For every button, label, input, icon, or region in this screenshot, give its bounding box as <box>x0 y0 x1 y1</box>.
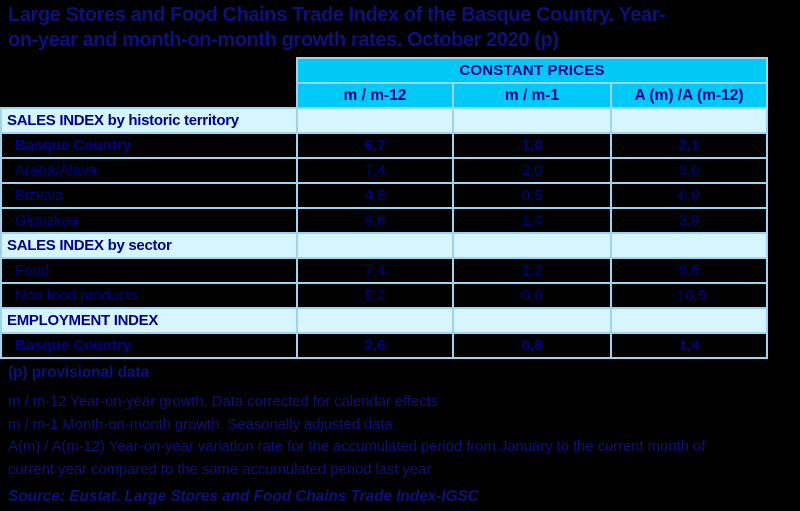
footnote-provisional: (p) provisional data <box>8 364 149 381</box>
empty-cell <box>452 232 612 259</box>
col-header-m-m1: m / m-1 <box>452 82 612 109</box>
row-label: Food <box>0 257 298 284</box>
value-cell: -10,5 <box>610 282 768 309</box>
value-cell: 0,9 <box>610 182 768 209</box>
empty-cell <box>452 107 612 134</box>
value-cell: 1,4 <box>610 332 768 359</box>
footnotes: (p) provisional data m / m-12 Year-on-ye… <box>8 364 770 506</box>
value-cell: 2,1 <box>610 132 768 159</box>
value-cell: 1,4 <box>452 207 612 234</box>
page-title-line1: Large Stores and Food Chains Trade Index… <box>8 4 666 26</box>
source-line: Source: Eustat. Large Stores and Food Ch… <box>8 488 479 505</box>
row-label: Basque Country <box>0 132 298 159</box>
row-label: Basque Country <box>0 332 298 359</box>
section-row-sales-sector: SALES INDEX by sector <box>0 232 768 259</box>
value-cell: 9,6 <box>296 207 454 234</box>
data-row-employment-basque-country: Basque Country 2,6 0,8 1,4 <box>0 332 768 359</box>
group-header-constant-prices: CONSTANT PRICES <box>296 57 768 84</box>
footnote-m-m1: m / m-1 Month-on-month growth. Seasonall… <box>8 415 393 433</box>
empty-cell <box>452 307 612 334</box>
empty-cell <box>610 107 768 134</box>
section-row-employment: EMPLOYMENT INDEX <box>0 307 768 334</box>
empty-cell <box>296 232 454 259</box>
value-cell: 2,6 <box>296 332 454 359</box>
value-cell: 3,0 <box>610 157 768 184</box>
value-cell: 1,0 <box>452 132 612 159</box>
page-title: Large Stores and Food Chains Trade Index… <box>8 3 666 53</box>
value-cell: 0,6 <box>452 282 612 309</box>
data-row-food: Food 7,4 1,2 8,6 <box>0 257 768 284</box>
value-cell: 0,5 <box>452 182 612 209</box>
row-label: Non food products <box>0 282 298 309</box>
value-cell: 6,7 <box>296 132 454 159</box>
value-cell: 3,9 <box>610 207 768 234</box>
empty-cell <box>296 307 454 334</box>
value-cell: 8,6 <box>610 257 768 284</box>
data-row-araba-alava: Araba/Álava 7,4 2,0 3,0 <box>0 157 768 184</box>
value-cell: 2,0 <box>452 157 612 184</box>
data-row-non-food: Non food products 5,2 0,6 -10,5 <box>0 282 768 309</box>
value-cell: 7,4 <box>296 157 454 184</box>
footnote-accumulated: A(m) / A(m-12) Year-on-year variation ra… <box>8 438 706 478</box>
col-header-m-m12: m / m-12 <box>296 82 454 109</box>
row-label: Bizkaia <box>0 182 298 209</box>
empty-cell <box>610 307 768 334</box>
value-cell: 0,8 <box>452 332 612 359</box>
footnote-m-m12: m / m-12 Year-on-year growth. Data corre… <box>8 393 439 410</box>
data-row-bizkaia: Bizkaia 4,8 0,5 0,9 <box>0 182 768 209</box>
trade-index-table: CONSTANT PRICES m / m-12 m / m-1 A (m) /… <box>0 57 768 359</box>
row-label: Araba/Álava <box>0 157 298 184</box>
value-cell: 7,4 <box>296 257 454 284</box>
row-label: Gipuzkoa <box>0 207 298 234</box>
empty-cell <box>296 107 454 134</box>
page-title-line2: on-year and month-on-month growth rates.… <box>8 29 559 51</box>
section-row-sales-territory: SALES INDEX by historic territory <box>0 107 768 134</box>
value-cell: 5,2 <box>296 282 454 309</box>
corner-cell <box>1 58 297 108</box>
col-header-accumulated: A (m) /A (m-12) <box>610 82 768 109</box>
value-cell: 4,8 <box>296 182 454 209</box>
value-cell: 1,2 <box>452 257 612 284</box>
group-header-row: CONSTANT PRICES <box>1 57 768 108</box>
empty-cell <box>610 232 768 259</box>
section-label: SALES INDEX by historic territory <box>0 107 298 134</box>
section-label: EMPLOYMENT INDEX <box>0 307 298 334</box>
section-label: SALES INDEX by sector <box>0 232 298 259</box>
data-row-basque-country: Basque Country 6,7 1,0 2,1 <box>0 132 768 159</box>
data-row-gipuzkoa: Gipuzkoa 9,6 1,4 3,9 <box>0 207 768 234</box>
column-header-row: m / m-12 m / m-1 A (m) /A (m-12) <box>1 82 768 109</box>
